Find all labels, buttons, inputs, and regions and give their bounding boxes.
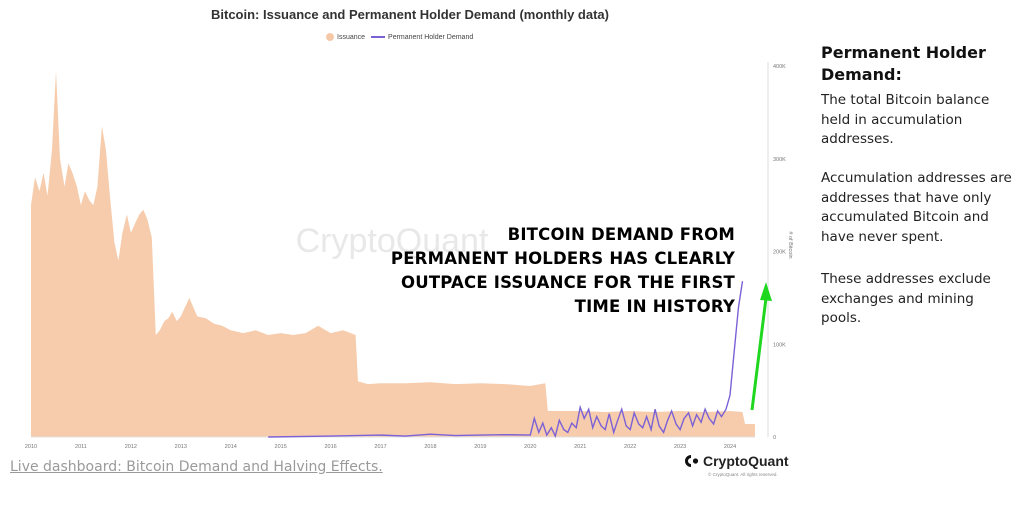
annotation-callout: BITCOIN DEMAND FROM PERMANENT HOLDERS HA… — [385, 223, 735, 319]
legend-item-issuance[interactable]: Issuance — [326, 33, 365, 41]
x-tick-label: 2013 — [175, 444, 187, 450]
dashboard-link[interactable]: Live dashboard: Bitcoin Demand and Halvi… — [10, 459, 383, 475]
cryptoquant-logo-icon — [685, 454, 699, 468]
legend-item-demand[interactable]: Permanent Holder Demand — [371, 34, 473, 41]
y-tick-label: 400K — [773, 64, 786, 70]
legend-label-issuance: Issuance — [337, 33, 366, 41]
x-tick-label: 2010 — [25, 444, 37, 450]
series-issuance-area — [31, 70, 755, 437]
legend-label-demand: Permanent Holder Demand — [388, 33, 474, 41]
x-tick-label: 2023 — [674, 444, 686, 450]
x-tick-label: 2024 — [724, 444, 736, 450]
x-tick-label: 2018 — [424, 444, 436, 450]
annotation-line: BITCOIN DEMAND FROM — [507, 225, 735, 244]
brand-name: CryptoQuant — [703, 453, 789, 469]
y-tick-label: 0 — [773, 435, 776, 441]
chart-legend: Issuance Permanent Holder Demand — [326, 33, 473, 41]
annotation-line: TIME IN HISTORY — [574, 297, 735, 316]
annotation-arrow-head — [760, 282, 772, 301]
x-tick-label: 2011 — [75, 444, 87, 450]
series-demand-line — [268, 281, 744, 439]
legend-swatch-issuance — [326, 33, 334, 41]
annotation-line: OUTPACE ISSUANCE FOR THE FIRST — [401, 273, 735, 292]
x-tick-label: 2017 — [374, 444, 386, 450]
x-tick-label: 2012 — [125, 444, 137, 450]
sidebar-paragraph: The total Bitcoin balance held in accumu… — [821, 92, 990, 147]
x-tick-label: 2014 — [225, 444, 237, 450]
watermark-text: CryptoQuant — [296, 222, 489, 260]
annotation-line: PERMANENT HOLDERS HAS CLEARLY — [390, 249, 735, 268]
y-axis-label: # of Bitcoin — [787, 231, 793, 258]
x-tick-label: 2020 — [524, 444, 536, 450]
y-tick-label: 200K — [773, 250, 786, 256]
chart-title: Bitcoin: Issuance and Permanent Holder D… — [210, 7, 609, 22]
x-tick-label: 2016 — [324, 444, 336, 450]
copyright-text: © CryptoQuant. All rights reserved. — [708, 472, 778, 477]
y-tick-label: 300K — [773, 157, 786, 163]
annotation-arrow-shaft — [750, 297, 768, 411]
x-tick-label: 2019 — [474, 444, 486, 450]
y-tick-label: 100K — [773, 342, 786, 348]
sidebar-heading: Permanent Holder Demand: — [821, 43, 986, 84]
legend-swatch-demand — [371, 36, 386, 38]
sidebar-paragraph: These addresses exclude exchanges and mi… — [821, 271, 991, 326]
x-tick-label: 2021 — [574, 444, 586, 450]
x-tick-label: 2015 — [275, 444, 287, 450]
brand-logo: CryptoQuant — [685, 453, 789, 469]
x-tick-label: 2022 — [624, 444, 636, 450]
sidebar-paragraph: Accumulation addresses are addresses tha… — [821, 170, 1012, 245]
